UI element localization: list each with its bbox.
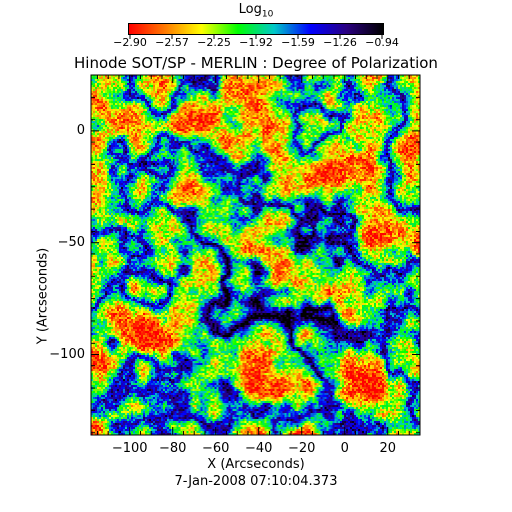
colorbar-title: Log10 <box>238 2 274 20</box>
y-tick-label: 0 <box>76 122 85 138</box>
colorbar-ticks <box>129 35 383 39</box>
x-tick-label: 20 <box>379 441 397 456</box>
colorbar-tick-label: −1.26 <box>323 36 357 49</box>
observation-timestamp: 7-Jan-2008 07:10:04.373 <box>174 474 338 489</box>
colorbar-tick-label: −2.90 <box>113 36 147 49</box>
y-axis-label: Y (Arcseconds) <box>35 247 51 345</box>
x-tick-label: −40 <box>245 441 273 456</box>
colorbar-tick-label: −0.94 <box>365 36 399 49</box>
x-tick-label: −80 <box>158 441 187 456</box>
x-tick-label: −100 <box>111 441 148 456</box>
colorbar-tick-label: −1.59 <box>281 36 315 49</box>
colorbar <box>128 23 384 35</box>
y-tick-label: −50 <box>57 234 85 250</box>
colorbar-tick-label: −2.57 <box>155 36 189 49</box>
x-tick-label: −60 <box>202 441 230 456</box>
x-axis-label: X (Arcseconds) <box>207 457 305 472</box>
colorbar-tick-label: −1.92 <box>239 36 273 49</box>
x-tick-label: −20 <box>288 441 316 456</box>
axes <box>91 74 421 435</box>
x-tick-label: 0 <box>340 441 349 456</box>
chart-title: Hinode SOT/SP - MERLIN : Degree of Polar… <box>74 54 438 72</box>
plot-frame <box>90 74 421 436</box>
colorbar-tick-label: −2.25 <box>197 36 231 49</box>
y-tick-label: −100 <box>49 346 85 362</box>
heatmap-image <box>91 75 420 435</box>
